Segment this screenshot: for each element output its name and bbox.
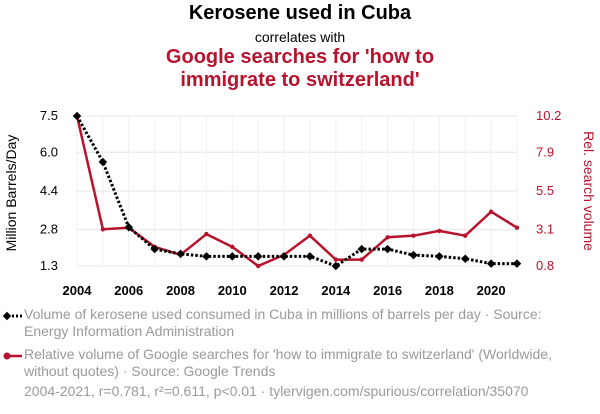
chart-subtitle: correlates with	[254, 29, 346, 45]
data-point-kerosene	[383, 244, 392, 254]
second-title-line-1: Google searches for 'how to	[165, 46, 435, 68]
data-point-google	[204, 231, 209, 237]
data-point-google	[411, 233, 416, 238]
y-tick-left: 4.4	[40, 183, 58, 198]
footer-stats: 2004-2021, r=0.781, r²=0.611, p<0.01 · t…	[24, 383, 529, 399]
y-axis-label-right: Rel. search volume	[581, 131, 597, 251]
grid-lines	[76, 115, 518, 267]
data-point-google	[488, 209, 494, 214]
legend-label-kerosene: Volume of kerosene used consumed in Cuba…	[24, 306, 542, 339]
data-point-kerosene	[98, 157, 108, 167]
x-tick-label: 2016	[373, 283, 402, 298]
chart-title: Kerosene used in Cuba	[188, 2, 412, 24]
data-point-kerosene	[124, 223, 134, 232]
data-point-kerosene	[409, 250, 418, 260]
chart-second-title: Google searches for 'how to immigrate to…	[0, 46, 600, 92]
legend-marker-google	[3, 352, 22, 360]
data-point-google	[359, 257, 364, 262]
data-point-kerosene	[512, 259, 522, 268]
y-tick-right: 10.2	[536, 108, 561, 123]
data-point-google	[385, 235, 390, 240]
y-tick-right: 3.1	[536, 222, 554, 237]
data-point-kerosene	[253, 252, 263, 261]
second-title-line-2: immigrate to switzerland'	[180, 69, 420, 91]
data-point-google	[514, 225, 520, 230]
data-point-google	[255, 263, 261, 269]
legend-label-google: Relative volume of Google searches for '…	[24, 346, 552, 379]
data-point-kerosene	[331, 261, 341, 271]
x-tick-label: 2020	[477, 283, 506, 298]
data-point-kerosene	[150, 244, 159, 254]
data-point-kerosene	[305, 252, 315, 261]
data-point-google	[437, 228, 442, 234]
x-tick-label: 2006	[114, 283, 143, 298]
right-axis-ticks: 0.8 3.1 5.5 7.9 10.2	[536, 108, 561, 273]
x-tick-label: 2012	[270, 283, 299, 298]
data-point-google	[230, 244, 235, 250]
y-tick-left: 6.0	[40, 144, 58, 159]
y-tick-right: 5.5	[536, 183, 554, 198]
data-point-kerosene	[357, 244, 366, 254]
data-point-kerosene	[435, 252, 444, 261]
data-point-google	[463, 233, 468, 238]
x-axis-ticks: 2004 2006 2008 2010 2012 2014 2016 2018 2020	[63, 283, 506, 298]
data-point-kerosene	[72, 111, 82, 121]
y-tick-right: 0.8	[536, 258, 554, 273]
data-point-google	[100, 227, 106, 232]
data-point-kerosene	[202, 252, 211, 261]
legend-marker-kerosene	[2, 311, 22, 321]
x-tick-label: 2014	[321, 283, 351, 298]
y-axis-label-left: Million Barrels/Day	[3, 135, 19, 252]
x-tick-label: 2018	[425, 283, 454, 298]
data-point-kerosene	[228, 252, 237, 261]
y-tick-right: 7.9	[536, 144, 554, 159]
data-point-kerosene	[176, 249, 185, 259]
y-tick-left: 1.3	[40, 258, 58, 273]
x-tick-label: 2008	[166, 283, 195, 298]
data-point-kerosene	[460, 254, 470, 263]
series-lines	[72, 111, 522, 271]
data-point-google	[333, 257, 339, 262]
data-point-google	[307, 233, 313, 238]
x-tick-label: 2010	[218, 283, 247, 298]
left-axis-ticks: 1.3 2.8 4.4 6.0 7.5	[40, 108, 58, 273]
y-tick-left: 2.8	[40, 222, 58, 237]
y-tick-left: 7.5	[40, 108, 58, 123]
x-tick-label: 2004	[63, 283, 93, 298]
data-point-kerosene	[486, 259, 496, 268]
